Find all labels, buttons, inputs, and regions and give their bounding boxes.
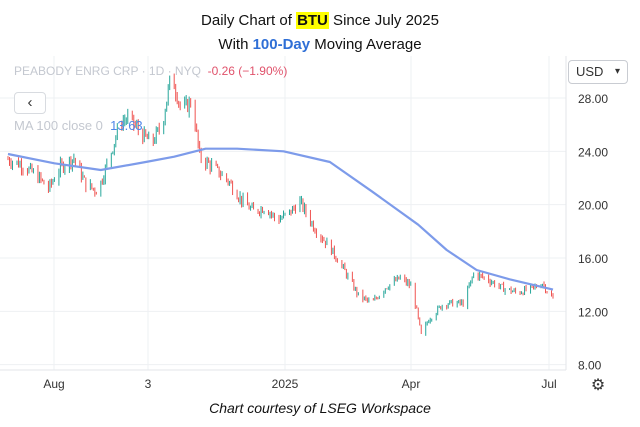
price-bars (7, 73, 554, 336)
symbol-label: PEABODY ENRG CRP · 1D · NYQ (14, 64, 201, 78)
currency-select[interactable]: USD ▾ (568, 60, 628, 84)
y-tick-label: 20.00 (578, 199, 608, 213)
ticker-highlight: BTU (296, 12, 329, 29)
y-tick-label: 24.00 (578, 145, 608, 159)
title-suffix: Since July 2025 (328, 12, 439, 29)
chart-credit: Chart courtesy of LSEG Workspace (209, 400, 431, 416)
x-tick-label: Jul (541, 377, 556, 391)
price-chart[interactable]: 8.00 12.00 16.00 20.00 24.00 28.00 Aug 3 2025 Ap… (0, 56, 640, 400)
x-tick-label: 2025 (272, 377, 299, 391)
symbol-legend: PEABODY ENRG CRP · 1D · NYQ -0.26 (−1.90… (14, 64, 287, 78)
chevron-down-icon: ▾ (614, 66, 620, 77)
y-axis: 8.00 12.00 16.00 20.00 24.00 28.00 (578, 92, 608, 373)
y-tick-label: 12.00 (578, 305, 608, 319)
ma-legend-value: 13.63 (110, 118, 143, 133)
chart-title-line2: With 100-Day Moving Average (0, 36, 640, 53)
currency-label: USD (576, 64, 604, 79)
chart-title-line1: Daily Chart of BTU Since July 2025 (0, 12, 640, 29)
price-change: -0.26 (−1.90%) (207, 64, 288, 78)
title-prefix: Daily Chart of (201, 12, 297, 29)
x-axis: Aug 3 2025 Apr Jul (43, 377, 556, 391)
ma-period-label: 100-Day (252, 36, 311, 53)
y-tick-label: 28.00 (578, 92, 608, 106)
gear-icon[interactable]: ⚙ (590, 377, 606, 394)
subtitle-prefix: With (218, 36, 253, 53)
x-tick-label: Apr (402, 377, 421, 391)
y-tick-label: 16.00 (578, 252, 608, 266)
x-tick-label: 3 (145, 377, 152, 391)
ma-legend: MA 100 close 0 13.63 (14, 118, 143, 133)
ma-legend-label: MA 100 close 0 (14, 118, 103, 133)
subtitle-suffix: Moving Average (310, 36, 422, 53)
chevron-left-icon[interactable]: ‹ (14, 92, 46, 114)
x-tick-label: Aug (43, 377, 64, 391)
y-tick-label: 8.00 (578, 359, 602, 373)
ma-100-line (7, 147, 554, 291)
